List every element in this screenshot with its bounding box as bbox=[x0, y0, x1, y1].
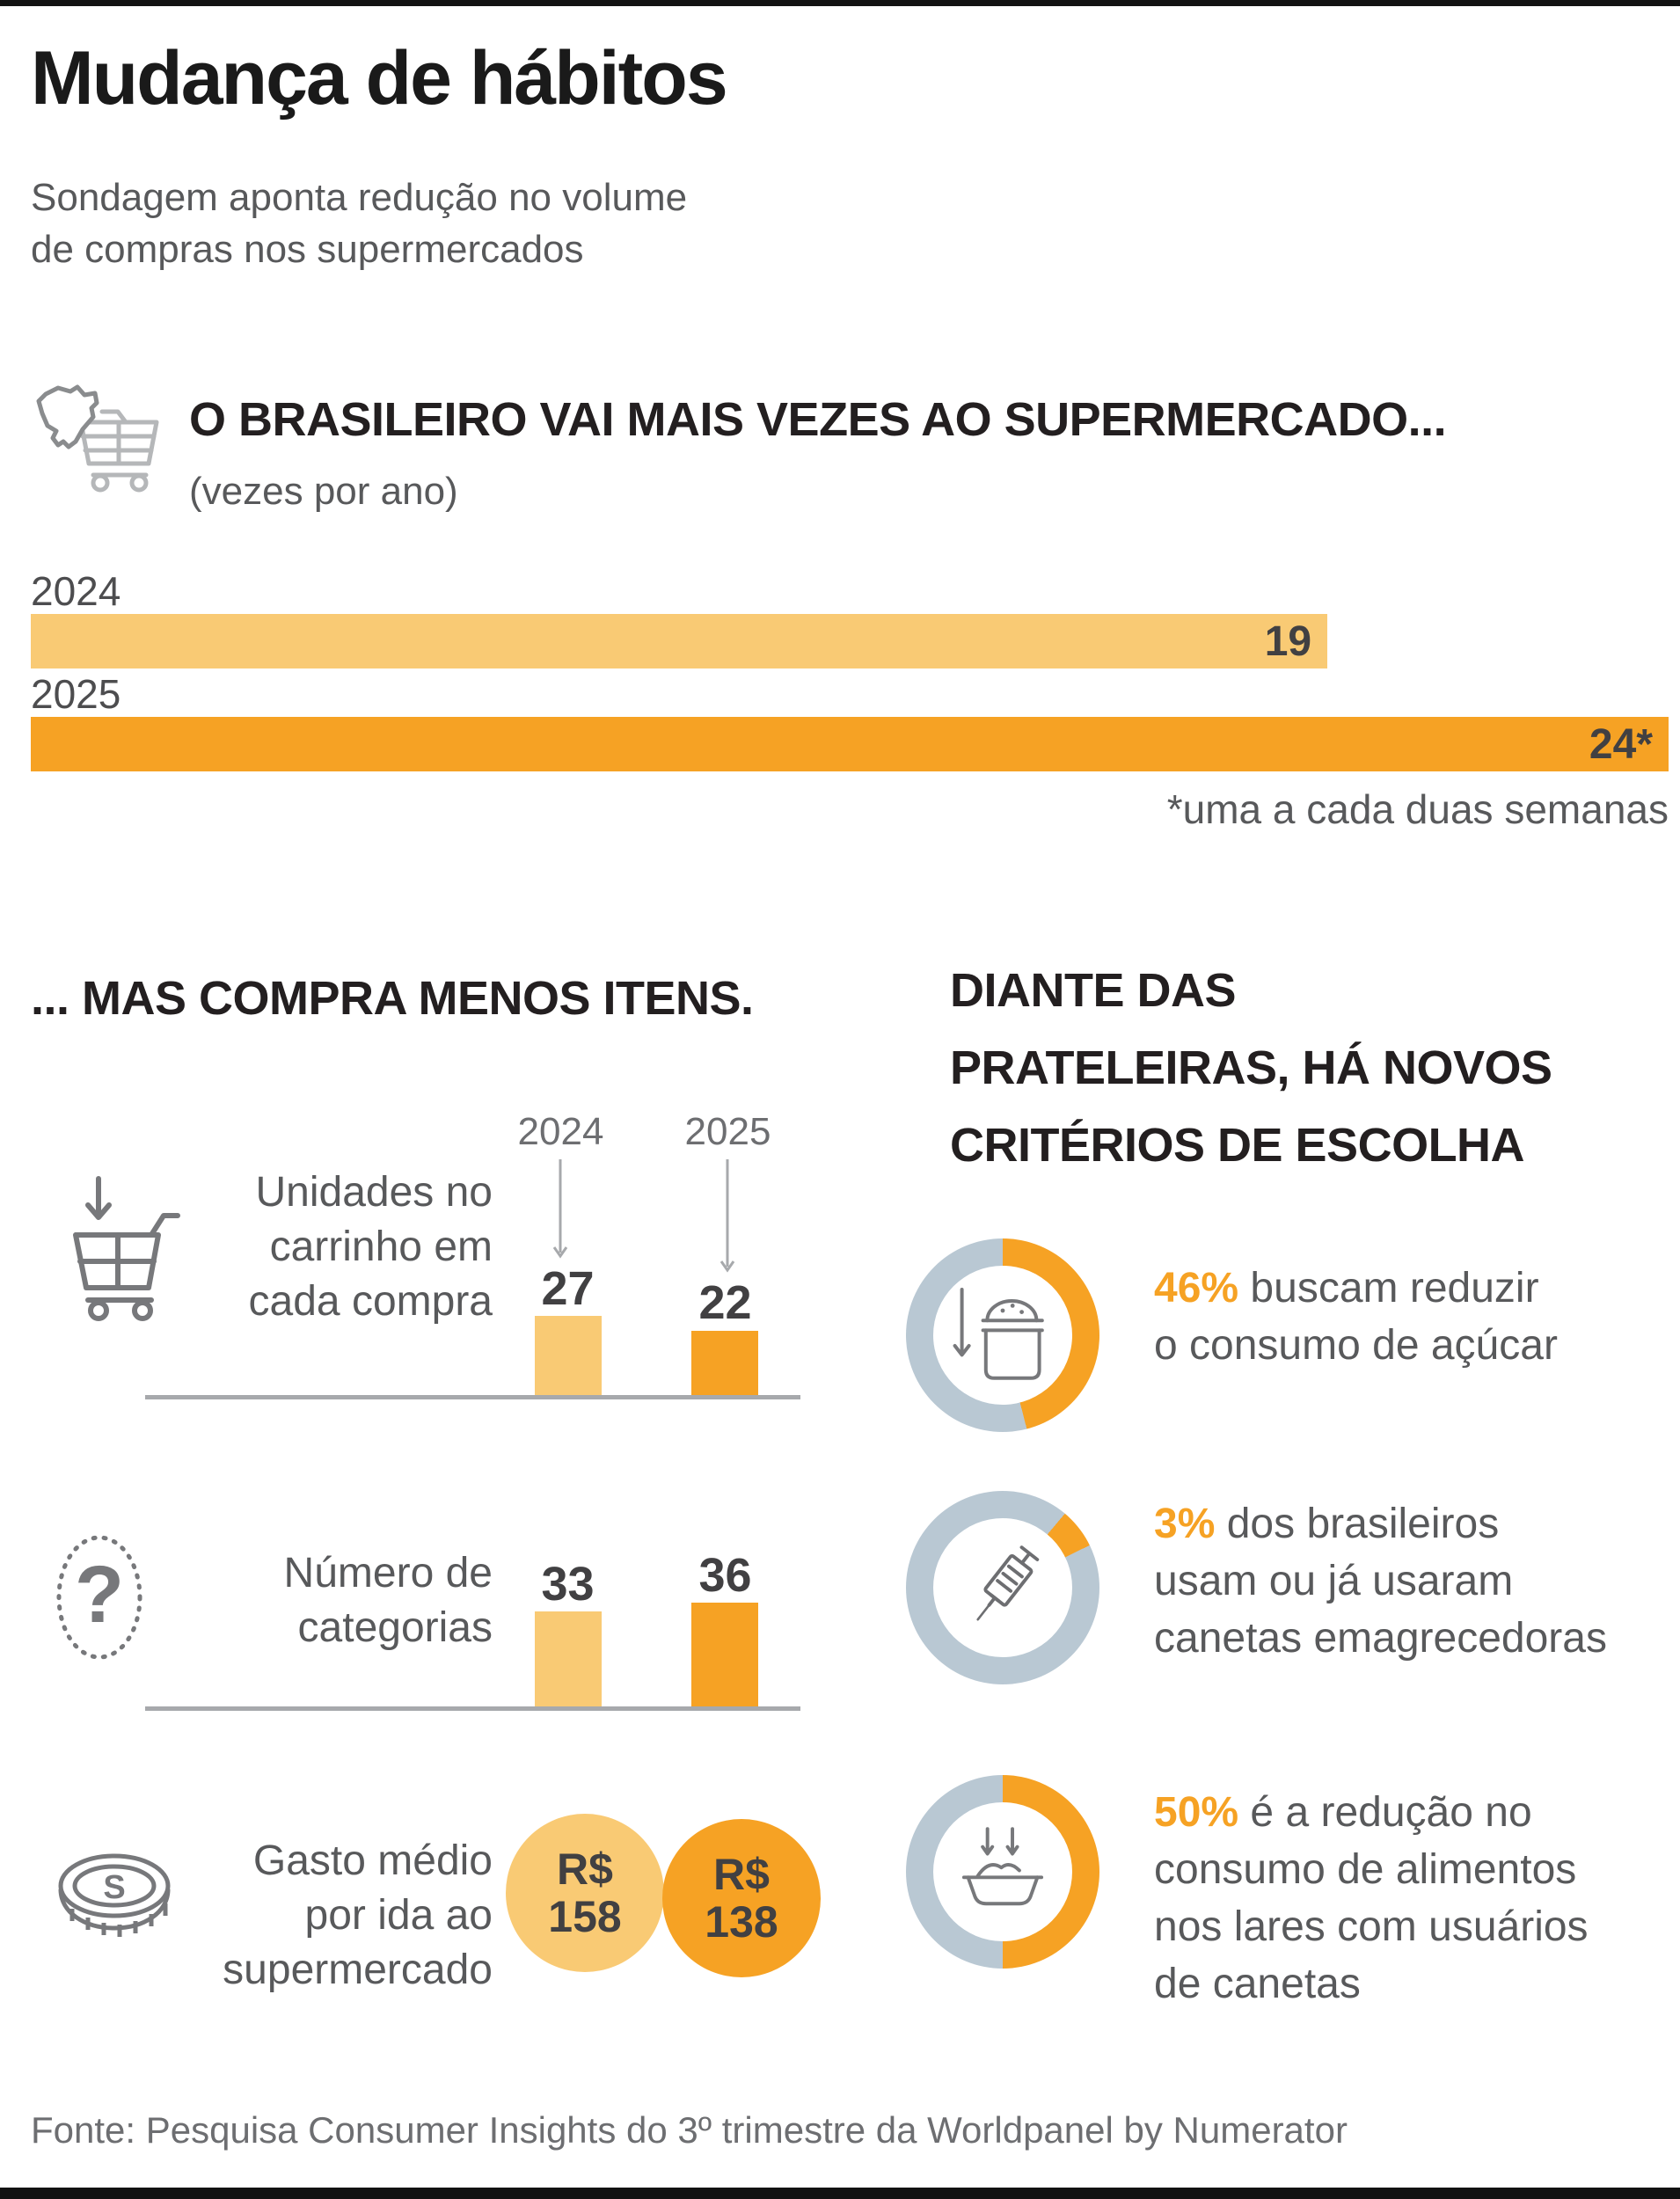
coin-icon: S bbox=[58, 1853, 171, 1937]
bottom-rule bbox=[0, 2188, 1680, 2199]
units-label: Unidades no carrinho em cada compra bbox=[248, 1169, 493, 1325]
page-title: Mudança de hábitos bbox=[31, 36, 728, 121]
source-credit: Fonte: Pesquisa Consumer Insights do 3º … bbox=[31, 2109, 1348, 2151]
top-rule bbox=[0, 0, 1680, 6]
sugar-donut-chart bbox=[906, 1238, 1099, 1432]
sugar-stat-text: 46% buscam reduzir o consumo de açúcar bbox=[1154, 1265, 1558, 1369]
section2-title: ... MAS COMPRA MENOS ITENS. bbox=[31, 972, 754, 1025]
section3-title: DIANTE DAS PRATELEIRAS, HÁ NOVOS CRITÉRI… bbox=[950, 964, 1552, 1172]
sugar-jar-icon bbox=[953, 1288, 1044, 1380]
section1-title: O BRASILEIRO VAI MAIS VEZES AO SUPERMERC… bbox=[189, 393, 1447, 446]
units-2024-value: 27 bbox=[541, 1262, 595, 1315]
categories-2024-bar bbox=[535, 1611, 602, 1706]
bar-footnote: *uma a cada duas semanas bbox=[1166, 786, 1669, 832]
page-subtitle: Sondagem aponta redução no volume de com… bbox=[31, 172, 687, 276]
categories-2024-value: 33 bbox=[541, 1558, 595, 1611]
bar-2025-value: 24* bbox=[1589, 720, 1653, 768]
spend-2024-circle: R$ 158 bbox=[506, 1814, 664, 1972]
section1-unit-note: (vezes por ano) bbox=[189, 470, 458, 513]
column-header-2024: 2024 bbox=[517, 1110, 604, 1153]
question-mark-icon: ? bbox=[56, 1535, 142, 1660]
subtitle-line-1: Sondagem aponta redução no volume bbox=[31, 176, 688, 219]
pens-stat-text: 3% dos brasileiros usam ou já usaram can… bbox=[1154, 1501, 1607, 1662]
bar-category-2025: 2025 bbox=[31, 671, 121, 717]
arrow-down-2025-icon bbox=[719, 1159, 735, 1273]
food-pct: 50% bbox=[1154, 1789, 1239, 1836]
units-2025-value: 22 bbox=[698, 1276, 752, 1329]
food-stat-text: 50% é a redução no consumo de alimentos … bbox=[1154, 1789, 1589, 2007]
svg-text:S: S bbox=[103, 1869, 125, 1906]
bar-2025: 24* bbox=[31, 717, 1669, 771]
categories-2025-value: 36 bbox=[698, 1549, 752, 1602]
categories-label: Número de categorias bbox=[283, 1550, 493, 1651]
syringe-icon bbox=[976, 1545, 1040, 1621]
cart-down-arrow-icon bbox=[73, 1176, 180, 1321]
food-donut-chart bbox=[906, 1775, 1099, 1969]
bar-category-2024: 2024 bbox=[31, 568, 121, 614]
units-2024-bar bbox=[535, 1316, 602, 1395]
svg-text:?: ? bbox=[75, 1550, 124, 1640]
spend-label: Gasto médio por ida ao supermercado bbox=[223, 1837, 493, 1993]
units-2025-bar bbox=[691, 1330, 758, 1395]
units-axis-line bbox=[145, 1395, 800, 1399]
bar-2024: 19 bbox=[31, 614, 1328, 668]
pens-pct: 3% bbox=[1154, 1501, 1216, 1547]
categories-2025-bar bbox=[691, 1603, 758, 1706]
bar-2024-value: 19 bbox=[1264, 617, 1312, 665]
arrow-down-2024-icon bbox=[552, 1159, 568, 1259]
spend-2025-circle: R$ 138 bbox=[662, 1819, 821, 1977]
categories-axis-line bbox=[145, 1706, 800, 1711]
food-bowl-icon bbox=[961, 1827, 1044, 1906]
sugar-pct: 46% bbox=[1154, 1265, 1239, 1311]
column-header-2025: 2025 bbox=[684, 1110, 771, 1153]
pens-donut-chart bbox=[906, 1491, 1099, 1684]
subtitle-line-2: de compras nos supermercados bbox=[31, 227, 584, 271]
brazil-cart-icon bbox=[36, 384, 159, 493]
